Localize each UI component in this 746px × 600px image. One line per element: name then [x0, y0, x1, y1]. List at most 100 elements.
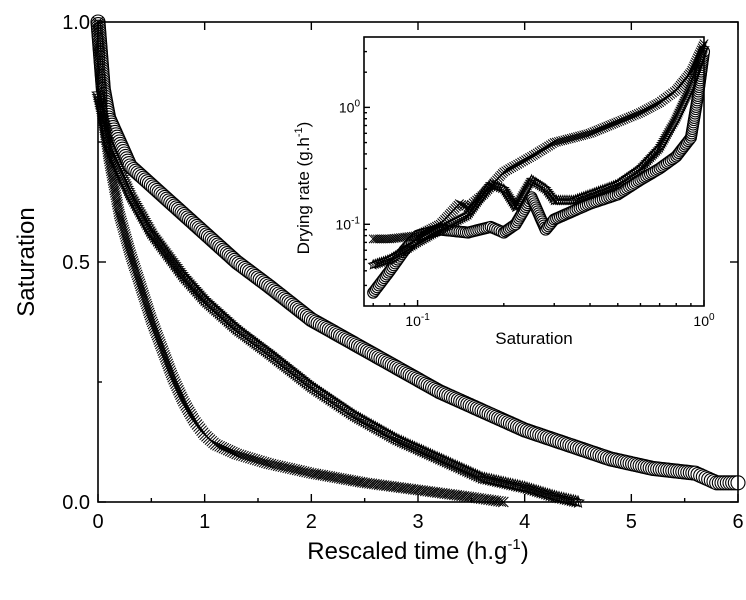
main-cross-point — [114, 210, 126, 222]
main-cross-point — [322, 470, 333, 482]
main-cross-point — [136, 282, 147, 294]
main-cross-point — [247, 453, 259, 465]
inset-cross-point-stroke-b — [385, 234, 395, 244]
main-cross-point-stroke-b — [235, 450, 247, 461]
main-star-point — [517, 480, 532, 494]
main-cross-point — [308, 468, 320, 479]
main-star-point — [181, 274, 196, 288]
main-cross-point-stroke-b — [105, 160, 116, 172]
inset-y-tick-label: 100 — [339, 98, 361, 115]
main-cross-point-stroke-b — [120, 231, 131, 242]
main-cross-point — [354, 476, 366, 488]
main-cross-point-stroke-b — [303, 467, 315, 479]
main-cross-point-stroke-b — [315, 469, 326, 481]
main-cross-point-stroke-b — [212, 440, 223, 451]
main-cross-point-stroke-b — [115, 213, 126, 224]
main-cross-point-stroke-b — [158, 347, 169, 359]
main-star-point — [154, 239, 169, 253]
main-cross-point-stroke-b — [185, 408, 196, 420]
main-y-tick-label: 1.0 — [62, 12, 90, 34]
main-cross-point-stroke-b — [110, 191, 122, 203]
main-cross-point-stroke-b — [240, 451, 252, 463]
main-cross-point — [268, 459, 279, 471]
main-cross-point-stroke-b — [104, 158, 116, 169]
main-cross-point — [129, 262, 141, 274]
main-cross-point-stroke-b — [336, 473, 347, 484]
main-cross-point — [142, 303, 154, 314]
main-star-point — [194, 289, 209, 303]
main-cross-point-stroke-b — [256, 456, 268, 467]
main-cross-point-stroke-b — [251, 454, 263, 466]
main-cross-point — [113, 206, 125, 217]
main-cross-point — [124, 244, 135, 256]
main-cross-point — [107, 175, 119, 186]
inset-markers — [367, 39, 711, 299]
main-star-point — [140, 219, 155, 233]
main-cross-point — [127, 256, 139, 267]
main-star-point — [448, 458, 463, 472]
main-star-point — [535, 485, 550, 499]
main-cross-point-stroke-b — [254, 455, 265, 467]
main-cross-point-stroke-b — [174, 387, 185, 398]
main-cross-point-stroke-b — [154, 336, 165, 348]
main-cross-point — [350, 475, 361, 487]
inset-cross-point-stroke-b — [387, 234, 397, 244]
main-cross-point — [282, 462, 293, 474]
inset-cross-point-stroke-b — [457, 200, 467, 210]
main-cross-point-stroke-b — [340, 474, 352, 485]
inset-cross-point-stroke-b — [393, 233, 403, 243]
main-cross-point-stroke-b — [122, 240, 134, 251]
main-cross-point — [124, 247, 136, 258]
main-cross-point-stroke-b — [145, 314, 157, 325]
main-cross-point-stroke-b — [111, 194, 123, 205]
main-cross-point-stroke-b — [175, 389, 186, 401]
main-cross-point — [249, 454, 261, 465]
main-cross-point — [301, 466, 312, 478]
main-star-point — [191, 285, 206, 299]
main-star-point — [176, 269, 191, 283]
main-cross-point-stroke-b — [133, 273, 144, 285]
main-cross-point-stroke-b — [181, 402, 193, 413]
main-cross-point — [112, 199, 123, 210]
main-cross-point — [106, 167, 118, 179]
main-star-point — [409, 441, 424, 455]
main-star-point — [128, 198, 143, 212]
main-star-point — [361, 416, 376, 430]
main-star-point — [132, 204, 147, 218]
main-star-point — [123, 187, 137, 201]
main-cross-point — [287, 463, 298, 475]
main-star-point — [150, 233, 165, 247]
main-cross-point-stroke-b — [343, 474, 354, 486]
main-star-point — [349, 409, 364, 423]
main-star-point — [189, 283, 204, 298]
inset-cross-point — [408, 231, 418, 241]
inset-star-point — [650, 145, 663, 157]
main-star-point — [400, 437, 415, 451]
main-star-point — [151, 235, 166, 249]
main-star-point — [445, 457, 460, 471]
main-cross-point-stroke-b — [155, 338, 166, 350]
inset-cross-point-stroke-b — [391, 233, 401, 243]
main-cross-point-stroke-b — [146, 316, 158, 328]
main-cross-point-stroke-b — [105, 165, 117, 177]
main-cross-point-stroke-b — [282, 462, 293, 474]
main-cross-point-stroke-b — [287, 463, 298, 475]
main-cross-point-stroke-b — [159, 351, 171, 363]
main-cross-point — [343, 474, 354, 486]
main-cross-point-stroke-b — [129, 262, 141, 274]
main-star-point — [524, 482, 539, 496]
inset-cross-point-stroke-b — [406, 231, 416, 241]
main-cross-point — [117, 219, 128, 231]
main-cross-point — [123, 242, 135, 254]
main-cross-point-stroke-b — [164, 362, 175, 374]
main-star-point — [156, 241, 170, 255]
inset-cross-point — [698, 41, 708, 51]
main-star-point — [366, 419, 381, 433]
main-cross-point — [126, 253, 138, 265]
main-star-point — [387, 431, 402, 445]
main-cross-point-stroke-b — [128, 260, 140, 272]
main-cross-point-stroke-b — [187, 412, 199, 424]
main-star-point — [184, 278, 199, 292]
inset-x-tick-label: 100 — [693, 312, 715, 329]
